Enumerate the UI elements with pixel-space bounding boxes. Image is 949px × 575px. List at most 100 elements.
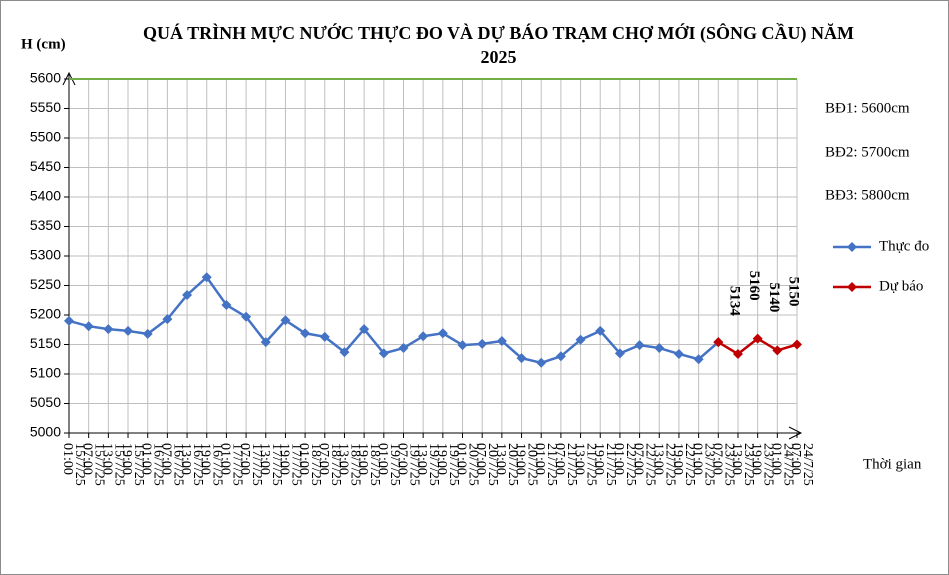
x-tick-label: 19:00 23/7/25 [748,443,776,486]
data-point [437,328,448,339]
x-tick-label: 01:00 16/7/25 [138,443,166,486]
y-tick-label: 5150 [30,335,61,351]
data-point [595,325,606,336]
x-tick-label: 19:00 21/7/25 [591,443,619,486]
data-point [83,321,94,332]
data-point [260,337,271,348]
x-tick-label: 07:00 15/7/25 [79,443,107,486]
data-point [693,354,704,365]
data-point [162,314,173,325]
x-tick-label: 13:00 17/7/25 [256,443,284,486]
x-tick-label: 19:00 17/7/25 [276,443,304,486]
y-tick-label: 5350 [30,217,61,233]
x-tick-label: 07:00 19/7/25 [394,443,422,486]
x-tick-label: 13:00 22/7/25 [650,443,678,486]
x-tick-label: 07:00 16/7/25 [158,443,186,486]
annotation: BĐ2: 5700cm [825,144,910,160]
x-tick-label: 01:00 24/7/25 [768,443,796,486]
chart-title: QUÁ TRÌNH MỰC NƯỚC THỰC ĐO VÀ DỰ BÁO TRẠ… [143,23,854,67]
data-point [319,331,330,342]
data-point [496,335,507,346]
data-point [103,324,114,335]
x-tick-label: 01:00 15/7/25 [60,443,87,486]
data-point [575,334,586,345]
data-point [732,348,743,359]
y-tick-label: 5300 [30,247,61,263]
x-tick-label: 19:00 20/7/25 [512,443,540,486]
data-point [772,345,783,356]
x-tick-label: 13:00 15/7/25 [99,443,127,486]
data-point [300,328,311,339]
y-axis [62,71,76,433]
x-tick-label: 19:00 19/7/25 [433,443,461,486]
data-point [713,337,724,348]
x-tick-label: 07:00 24/7/25 [788,443,815,486]
data-point [182,289,193,300]
x-axis-title: Thời gian [863,456,922,472]
x-tick-label: 19:00 16/7/25 [197,443,225,486]
x-tick-label: 01:00 21/7/25 [532,443,560,486]
y-tick-label: 5050 [30,394,61,410]
y-axis-title: H (cm) [21,36,66,52]
data-point [614,348,625,359]
data-point [201,272,212,283]
data-point [241,311,252,322]
data-point [457,340,468,351]
data-point [752,333,763,344]
data-point [64,315,74,326]
x-tick-label: 13:00 23/7/25 [728,443,756,486]
x-tick-label: 07:00 17/7/25 [237,443,265,486]
data-label: 5150 [786,277,802,307]
data-label: 5160 [746,271,762,301]
y-tick-label: 5600 [30,70,61,86]
data-point [142,328,153,339]
x-tick-label: 13:00 16/7/25 [178,443,206,486]
data-point [221,299,232,310]
data-point [418,331,429,342]
annotation: BĐ3: 5800cm [825,187,910,203]
data-point [555,351,566,362]
y-tick-label: 5550 [30,99,61,115]
legend-marker [847,242,857,252]
x-tick-label: 07:00 22/7/25 [630,443,658,486]
series-line [68,275,720,365]
data-point [359,324,370,335]
x-tick-label: 19:00 22/7/25 [669,443,697,486]
x-tick-label: 19:00 15/7/25 [119,443,147,486]
annotation: BĐ1: 5600cm [825,100,910,116]
x-tick-label: 19:00 18/7/25 [355,443,383,486]
x-tick-label: 01:00 22/7/25 [610,443,638,486]
y-tick-label: 5450 [30,158,61,174]
data-point [634,340,645,351]
data-point [792,339,802,350]
x-axis [69,426,803,440]
y-tick-label: 5250 [30,276,61,292]
data-point [673,348,684,359]
legend-label: Dự báo [879,278,923,294]
data-point [477,338,488,349]
x-tick-label: 07:00 20/7/25 [473,443,501,486]
data-point [123,325,134,336]
data-point [339,347,350,358]
data-point [516,353,527,364]
x-tick-label: 07:00 21/7/25 [551,443,579,486]
data-point [398,343,409,354]
x-tick-label: 13:00 19/7/25 [414,443,442,486]
x-tick-label: 01:00 19/7/25 [374,443,402,486]
data-point [654,343,665,354]
data-point [378,348,389,359]
x-tick-label: 07:00 18/7/25 [315,443,343,486]
data-label: 5134 [727,286,743,317]
x-tick-label: 13:00 20/7/25 [492,443,520,486]
data-point [280,315,291,326]
y-tick-label: 5200 [30,306,61,322]
x-tick-label: 01:00 23/7/25 [689,443,717,486]
x-tick-label: 01:00 20/7/25 [453,443,481,486]
x-tick-label: 01:00 17/7/25 [217,443,245,486]
data-label: 5140 [766,282,782,312]
x-tick-label: 01:00 18/7/25 [296,443,324,486]
x-tick-label: 13:00 21/7/25 [571,443,599,486]
y-tick-label: 5100 [30,365,61,381]
